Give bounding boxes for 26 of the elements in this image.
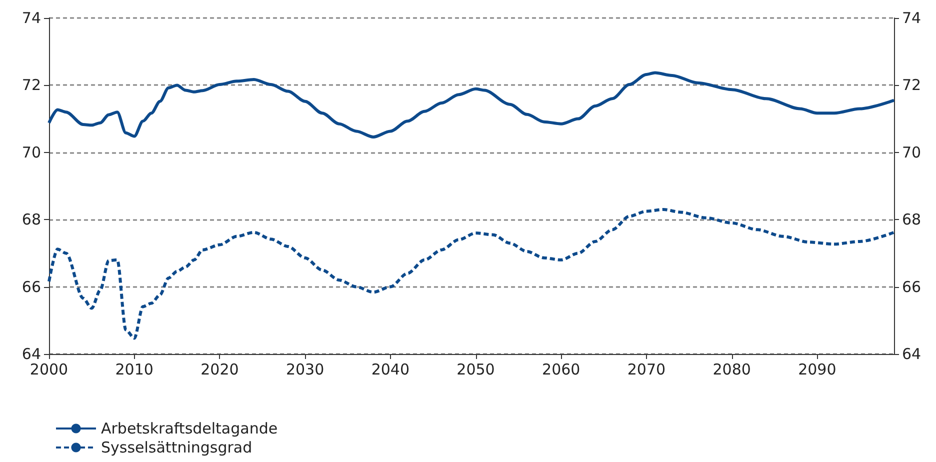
x-tick-label: 2010: [115, 360, 154, 378]
y2-tick-label: 72: [902, 76, 922, 94]
x-tick-label: 2070: [627, 360, 666, 378]
x-tick-label: 2000: [30, 360, 68, 378]
y-tick-label: 70: [22, 143, 41, 162]
x-tick-label: 2050: [456, 360, 495, 378]
y-tick-label: 68: [22, 210, 41, 229]
y2-tick-label: 64: [902, 345, 922, 363]
y2-tick-label: 66: [902, 278, 922, 296]
x-tick-label: 2080: [712, 360, 751, 378]
legend-label: Sysselsättningsgrad: [101, 438, 252, 456]
y2-tick-label: 70: [902, 143, 922, 162]
y-tick-label: 74: [22, 9, 41, 27]
x-tick-label: 2040: [371, 360, 410, 378]
y2-tick-label: 68: [902, 210, 922, 229]
y-tick-label: 66: [22, 278, 41, 296]
line-series: [48, 208, 896, 340]
x-tick-label: 2090: [798, 360, 836, 378]
legend-label: Arbetskraftsdeltagande: [101, 420, 278, 438]
x-tick-label: 2030: [286, 360, 324, 378]
x-tick-label: 2060: [542, 360, 580, 378]
y2-tick-label: 74: [902, 9, 922, 27]
y-tick-label: 72: [22, 76, 41, 94]
x-tick-label: 2020: [200, 360, 239, 378]
y-tick-label: 64: [22, 345, 41, 363]
line-series: [48, 71, 896, 138]
